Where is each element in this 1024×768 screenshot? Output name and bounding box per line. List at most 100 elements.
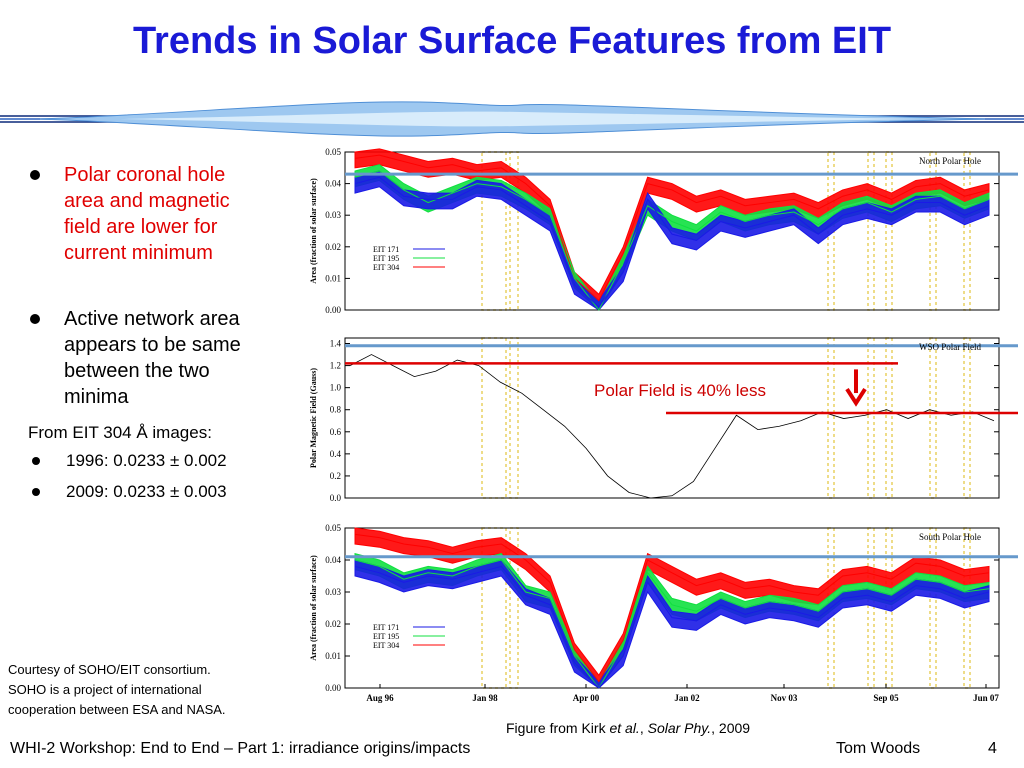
- data-gap-band: [963, 337, 971, 499]
- author: Tom Woods: [836, 740, 921, 757]
- data-gap-band: [867, 337, 875, 499]
- polar-field-annotation: Polar Field is 40% less: [594, 381, 766, 400]
- y-tick-label: 0.05: [325, 523, 341, 533]
- caption-etal: et al.: [609, 720, 640, 736]
- bullet-polar: Polar coronal hole area and magnetic fie…: [30, 162, 300, 272]
- bullet-line: between the two: [64, 360, 210, 382]
- y-tick-label: 0.0: [330, 493, 342, 503]
- legend-label: EIT 195: [373, 254, 399, 263]
- chart-panel-2: [344, 337, 1018, 499]
- bullet-line: area and magnetic: [64, 190, 230, 212]
- eit-item-text: 1996: 0.0233 ± 0.002: [66, 451, 227, 470]
- data-gap-band: [929, 527, 937, 689]
- series-line-eit-304: [354, 154, 990, 302]
- data-gap-band: [929, 151, 937, 311]
- bullet-dot: [32, 457, 40, 465]
- y-tick-label: 0.00: [325, 305, 341, 315]
- bullet-line: Polar coronal hole: [64, 164, 226, 186]
- caption-sep: ,: [639, 720, 648, 736]
- footer-text: WHI-2 Workshop: End to End – Part 1: irr…: [10, 740, 471, 757]
- data-gap-band: [481, 337, 507, 499]
- bullet-line: minima: [64, 386, 129, 408]
- y-tick-label: 0.03: [325, 210, 341, 220]
- x-tick-label: Jan 02: [674, 693, 700, 703]
- credit-line: Courtesy of SOHO/EIT consortium.: [8, 662, 211, 677]
- y-tick-label: 0.04: [325, 179, 341, 189]
- eit-item-1996: 1996: 0.0233 ± 0.002: [32, 450, 302, 472]
- bullet-line: Active network area: [64, 308, 240, 330]
- series-line-eit-171: [354, 176, 990, 308]
- x-tick-label: Jan 98: [472, 693, 498, 703]
- chart-panel-1: [344, 148, 1018, 311]
- y-tick-label: 0.01: [325, 651, 341, 661]
- credit-line: cooperation between ESA and NASA.: [8, 702, 226, 717]
- data-gap-band: [867, 151, 875, 311]
- soho-credit: Courtesy of SOHO/EIT consortium. SOHO is…: [8, 660, 226, 720]
- figure-caption: Figure from Kirk et al., Solar Phy., 200…: [506, 720, 750, 736]
- bullet-dot: [30, 314, 40, 324]
- y-tick-label: 0.01: [325, 273, 341, 283]
- eit-item-2009: 2009: 0.0233 ± 0.003: [32, 481, 302, 503]
- y-tick-label: 0.04: [325, 555, 341, 565]
- y-tick-label: 0.6: [330, 427, 342, 437]
- y-axis-label: Area (fraction of solar surface): [309, 178, 318, 284]
- data-gap-band: [885, 337, 893, 499]
- data-gap-band: [827, 337, 835, 499]
- y-tick-label: 0.00: [325, 683, 341, 693]
- panel-label: WSO Polar Field: [919, 342, 981, 352]
- bullet-line: appears to be same: [64, 334, 241, 356]
- eit-figure: 0.00 0.01 0.02 0.03 0.04 0.05 Area (fraction o…: [309, 147, 1018, 703]
- caption-year: , 2009: [711, 720, 751, 736]
- series-line-eit-171: [354, 565, 990, 689]
- caption-journal: Solar Phy.: [647, 720, 712, 736]
- bullet-dot: [32, 488, 40, 496]
- eit-item-text: 2009: 0.0233 ± 0.003: [66, 482, 227, 501]
- data-gap-band: [963, 151, 971, 311]
- legend-label: EIT 195: [373, 632, 399, 641]
- y-tick-label: 0.05: [325, 147, 341, 157]
- plot-frame: [344, 527, 1000, 689]
- page-number: 4: [988, 740, 997, 757]
- x-tick-label: Jun 07: [973, 693, 999, 703]
- series-line-eit-304: [354, 533, 990, 683]
- y-tick-label: 1.4: [330, 339, 342, 349]
- credit-line: SOHO is a project of international: [8, 682, 202, 697]
- legend-label: EIT 304: [373, 641, 399, 650]
- legend-label: EIT 304: [373, 263, 399, 272]
- down-arrow-head: [845, 387, 867, 407]
- bullet-text-polar: Polar coronal hole area and magnetic fie…: [64, 162, 230, 266]
- panel-label: South Polar Hole: [919, 532, 981, 542]
- chart-panel-3: [344, 527, 1018, 689]
- y-tick-label: 1.0: [330, 383, 342, 393]
- bullet-dot: [30, 170, 40, 180]
- y-tick-label: 0.8: [330, 405, 342, 415]
- data-gap-band: [509, 337, 519, 499]
- polar-field-line: [349, 354, 995, 499]
- data-gap-band: [929, 337, 937, 499]
- x-tick-label: Apr 00: [573, 693, 600, 703]
- y-tick-label: 0.02: [325, 242, 341, 252]
- legend-label: EIT 171: [373, 623, 399, 632]
- y-axis-label: Area (fraction of solar surface): [309, 555, 318, 661]
- title-divider: [0, 101, 1024, 137]
- data-gap-band: [867, 527, 875, 689]
- y-axis-label: Polar Magnetic Field (Gauss): [309, 368, 318, 468]
- x-tick-label: Aug 96: [366, 693, 394, 703]
- bullet-line: current minimum: [64, 242, 213, 264]
- x-tick-label: Nov 03: [771, 693, 798, 703]
- series-line-eit-195: [354, 170, 990, 311]
- y-tick-label: 0.2: [330, 471, 341, 481]
- legend-label: EIT 171: [373, 245, 399, 254]
- y-tick-label: 0.02: [325, 619, 341, 629]
- eit-heading: From EIT 304 Å images:: [28, 423, 212, 442]
- x-tick-label: Sep 05: [873, 693, 899, 703]
- bullet-text-network: Active network area appears to be same b…: [64, 306, 241, 410]
- data-gap-band: [885, 151, 893, 311]
- caption-prefix: Figure from Kirk: [506, 720, 610, 736]
- slide-title: Trends in Solar Surface Features from EI…: [132, 20, 892, 62]
- plot-frame: [344, 151, 1000, 311]
- bullet-network: Active network area appears to be same b…: [30, 306, 300, 416]
- y-tick-label: 0.03: [325, 587, 341, 597]
- y-tick-label: 1.2: [330, 361, 341, 371]
- series-line-eit-195: [354, 559, 990, 689]
